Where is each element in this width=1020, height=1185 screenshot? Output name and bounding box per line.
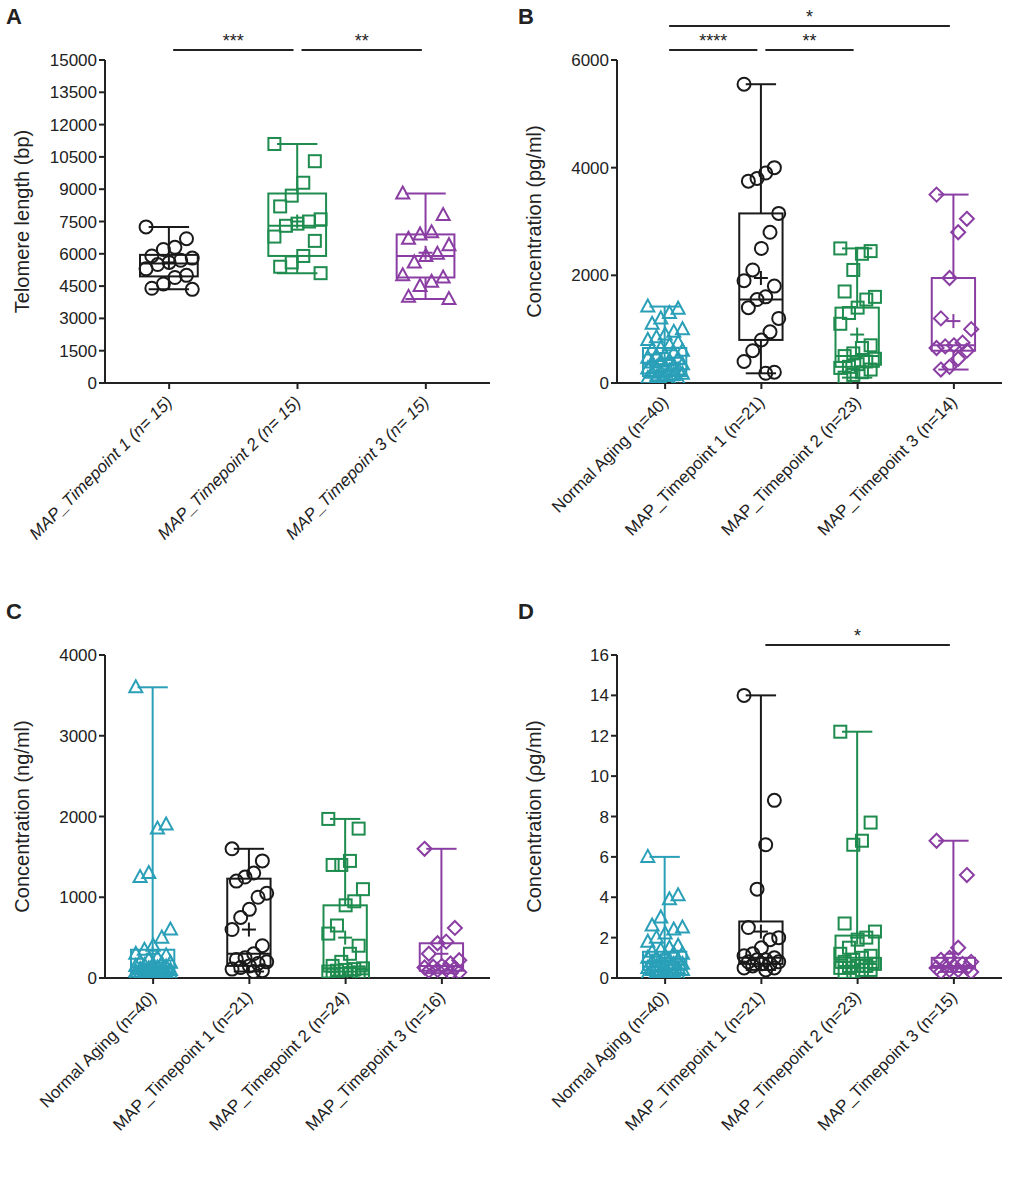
svg-text:Concentration (ng/ml): Concentration (ng/ml) bbox=[11, 720, 33, 912]
svg-text:2000: 2000 bbox=[59, 808, 97, 827]
svg-text:12: 12 bbox=[590, 727, 609, 746]
svg-text:Normal Aging (n=40): Normal Aging (n=40) bbox=[548, 987, 673, 1112]
svg-text:0: 0 bbox=[88, 969, 97, 988]
svg-text:8: 8 bbox=[600, 808, 609, 827]
svg-text:1500: 1500 bbox=[59, 342, 97, 361]
svg-text:MAP_Timepoint 3 (n=14): MAP_Timepoint 3 (n=14) bbox=[814, 393, 961, 540]
html-text:A: A bbox=[6, 4, 22, 29]
svg-text:14: 14 bbox=[590, 686, 609, 705]
svg-text:2000: 2000 bbox=[571, 266, 609, 285]
svg-text:0: 0 bbox=[600, 969, 609, 988]
svg-text:7500: 7500 bbox=[59, 213, 97, 232]
svg-text:9000: 9000 bbox=[59, 180, 97, 199]
svg-text:**: ** bbox=[355, 31, 369, 51]
svg-text:4500: 4500 bbox=[59, 277, 97, 296]
svg-text:10: 10 bbox=[590, 767, 609, 786]
svg-text:MAP_Timepoint 2 (n=23): MAP_Timepoint 2 (n=23) bbox=[717, 392, 865, 540]
svg-text:**: ** bbox=[802, 31, 816, 51]
svg-text:MAP_Timepoint 1 (n= 15): MAP_Timepoint 1 (n= 15) bbox=[26, 393, 177, 544]
svg-text:15000: 15000 bbox=[50, 51, 97, 70]
svg-text:MAP_Timepoint 3 (n=15): MAP_Timepoint 3 (n=15) bbox=[814, 988, 961, 1135]
svg-text:Telomere length (bp): Telomere length (bp) bbox=[11, 130, 33, 313]
svg-text:6000: 6000 bbox=[571, 51, 609, 70]
html-text:D: D bbox=[518, 599, 534, 624]
svg-text:Concentration (ρg/ml): Concentration (ρg/ml) bbox=[523, 720, 545, 913]
svg-text:6: 6 bbox=[600, 848, 609, 867]
svg-text:MAP_Timepoint 2 (n= 15): MAP_Timepoint 2 (n= 15) bbox=[154, 393, 305, 544]
svg-text:MAP_Timepoint 3 (n= 15): MAP_Timepoint 3 (n= 15) bbox=[282, 393, 433, 544]
html-text:C: C bbox=[6, 599, 22, 624]
svg-text:*: * bbox=[806, 7, 813, 27]
svg-text:0: 0 bbox=[88, 374, 97, 393]
svg-text:10500: 10500 bbox=[50, 148, 97, 167]
svg-text:*: * bbox=[854, 626, 861, 646]
svg-text:16: 16 bbox=[590, 646, 609, 665]
svg-text:3000: 3000 bbox=[59, 309, 97, 328]
svg-text:1000: 1000 bbox=[59, 888, 97, 907]
svg-text:2: 2 bbox=[600, 929, 609, 948]
svg-text:4: 4 bbox=[600, 888, 609, 907]
svg-text:Normal Aging (n=40): Normal Aging (n=40) bbox=[548, 392, 673, 517]
svg-text:4000: 4000 bbox=[59, 646, 97, 665]
svg-text:3000: 3000 bbox=[59, 727, 97, 746]
svg-text:Normal Aging (n=40): Normal Aging (n=40) bbox=[36, 987, 161, 1112]
svg-text:MAP_Timepoint 1 (n=21): MAP_Timepoint 1 (n=21) bbox=[109, 987, 257, 1135]
svg-text:MAP_Timepoint 2 (n=23): MAP_Timepoint 2 (n=23) bbox=[717, 987, 865, 1135]
html-text:B: B bbox=[518, 4, 534, 29]
svg-text:4000: 4000 bbox=[571, 159, 609, 178]
svg-text:MAP_Timepoint 2 (n=24): MAP_Timepoint 2 (n=24) bbox=[205, 987, 353, 1135]
svg-text:****: **** bbox=[699, 31, 727, 51]
svg-text:MAP_Timepoint 3 (n=16): MAP_Timepoint 3 (n=16) bbox=[302, 988, 449, 1135]
svg-text:MAP_Timepoint 1 (n=21): MAP_Timepoint 1 (n=21) bbox=[621, 987, 769, 1135]
svg-text:13500: 13500 bbox=[50, 83, 97, 102]
svg-text:0: 0 bbox=[600, 374, 609, 393]
svg-text:Concentration (pg/ml): Concentration (pg/ml) bbox=[523, 125, 545, 317]
svg-text:6000: 6000 bbox=[59, 245, 97, 264]
svg-text:12000: 12000 bbox=[50, 116, 97, 135]
svg-text:MAP_Timepoint 1 (n=21): MAP_Timepoint 1 (n=21) bbox=[621, 392, 769, 540]
svg-text:***: *** bbox=[223, 31, 244, 51]
